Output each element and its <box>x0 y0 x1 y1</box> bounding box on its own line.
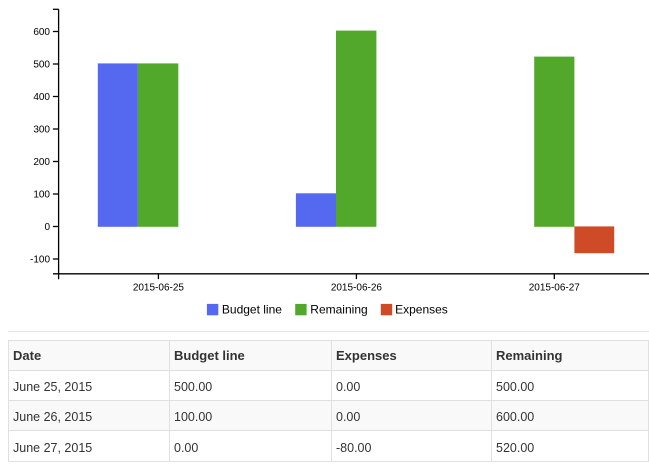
svg-text:Expenses: Expenses <box>395 302 448 316</box>
svg-text:Remaining: Remaining <box>310 302 367 316</box>
svg-text:0: 0 <box>44 222 50 233</box>
svg-text:600: 600 <box>33 27 50 38</box>
svg-text:500: 500 <box>33 60 50 71</box>
svg-text:2015-06-27: 2015-06-27 <box>529 283 581 294</box>
svg-text:100: 100 <box>33 190 50 201</box>
svg-text:Budget line: Budget line <box>222 302 282 316</box>
svg-text:300: 300 <box>33 125 50 136</box>
svg-text:200: 200 <box>33 157 50 168</box>
svg-text:400: 400 <box>33 92 50 103</box>
svg-text:2015-06-26: 2015-06-26 <box>331 283 383 294</box>
svg-text:-100: -100 <box>30 255 50 266</box>
svg-text:2015-06-25: 2015-06-25 <box>133 283 185 294</box>
